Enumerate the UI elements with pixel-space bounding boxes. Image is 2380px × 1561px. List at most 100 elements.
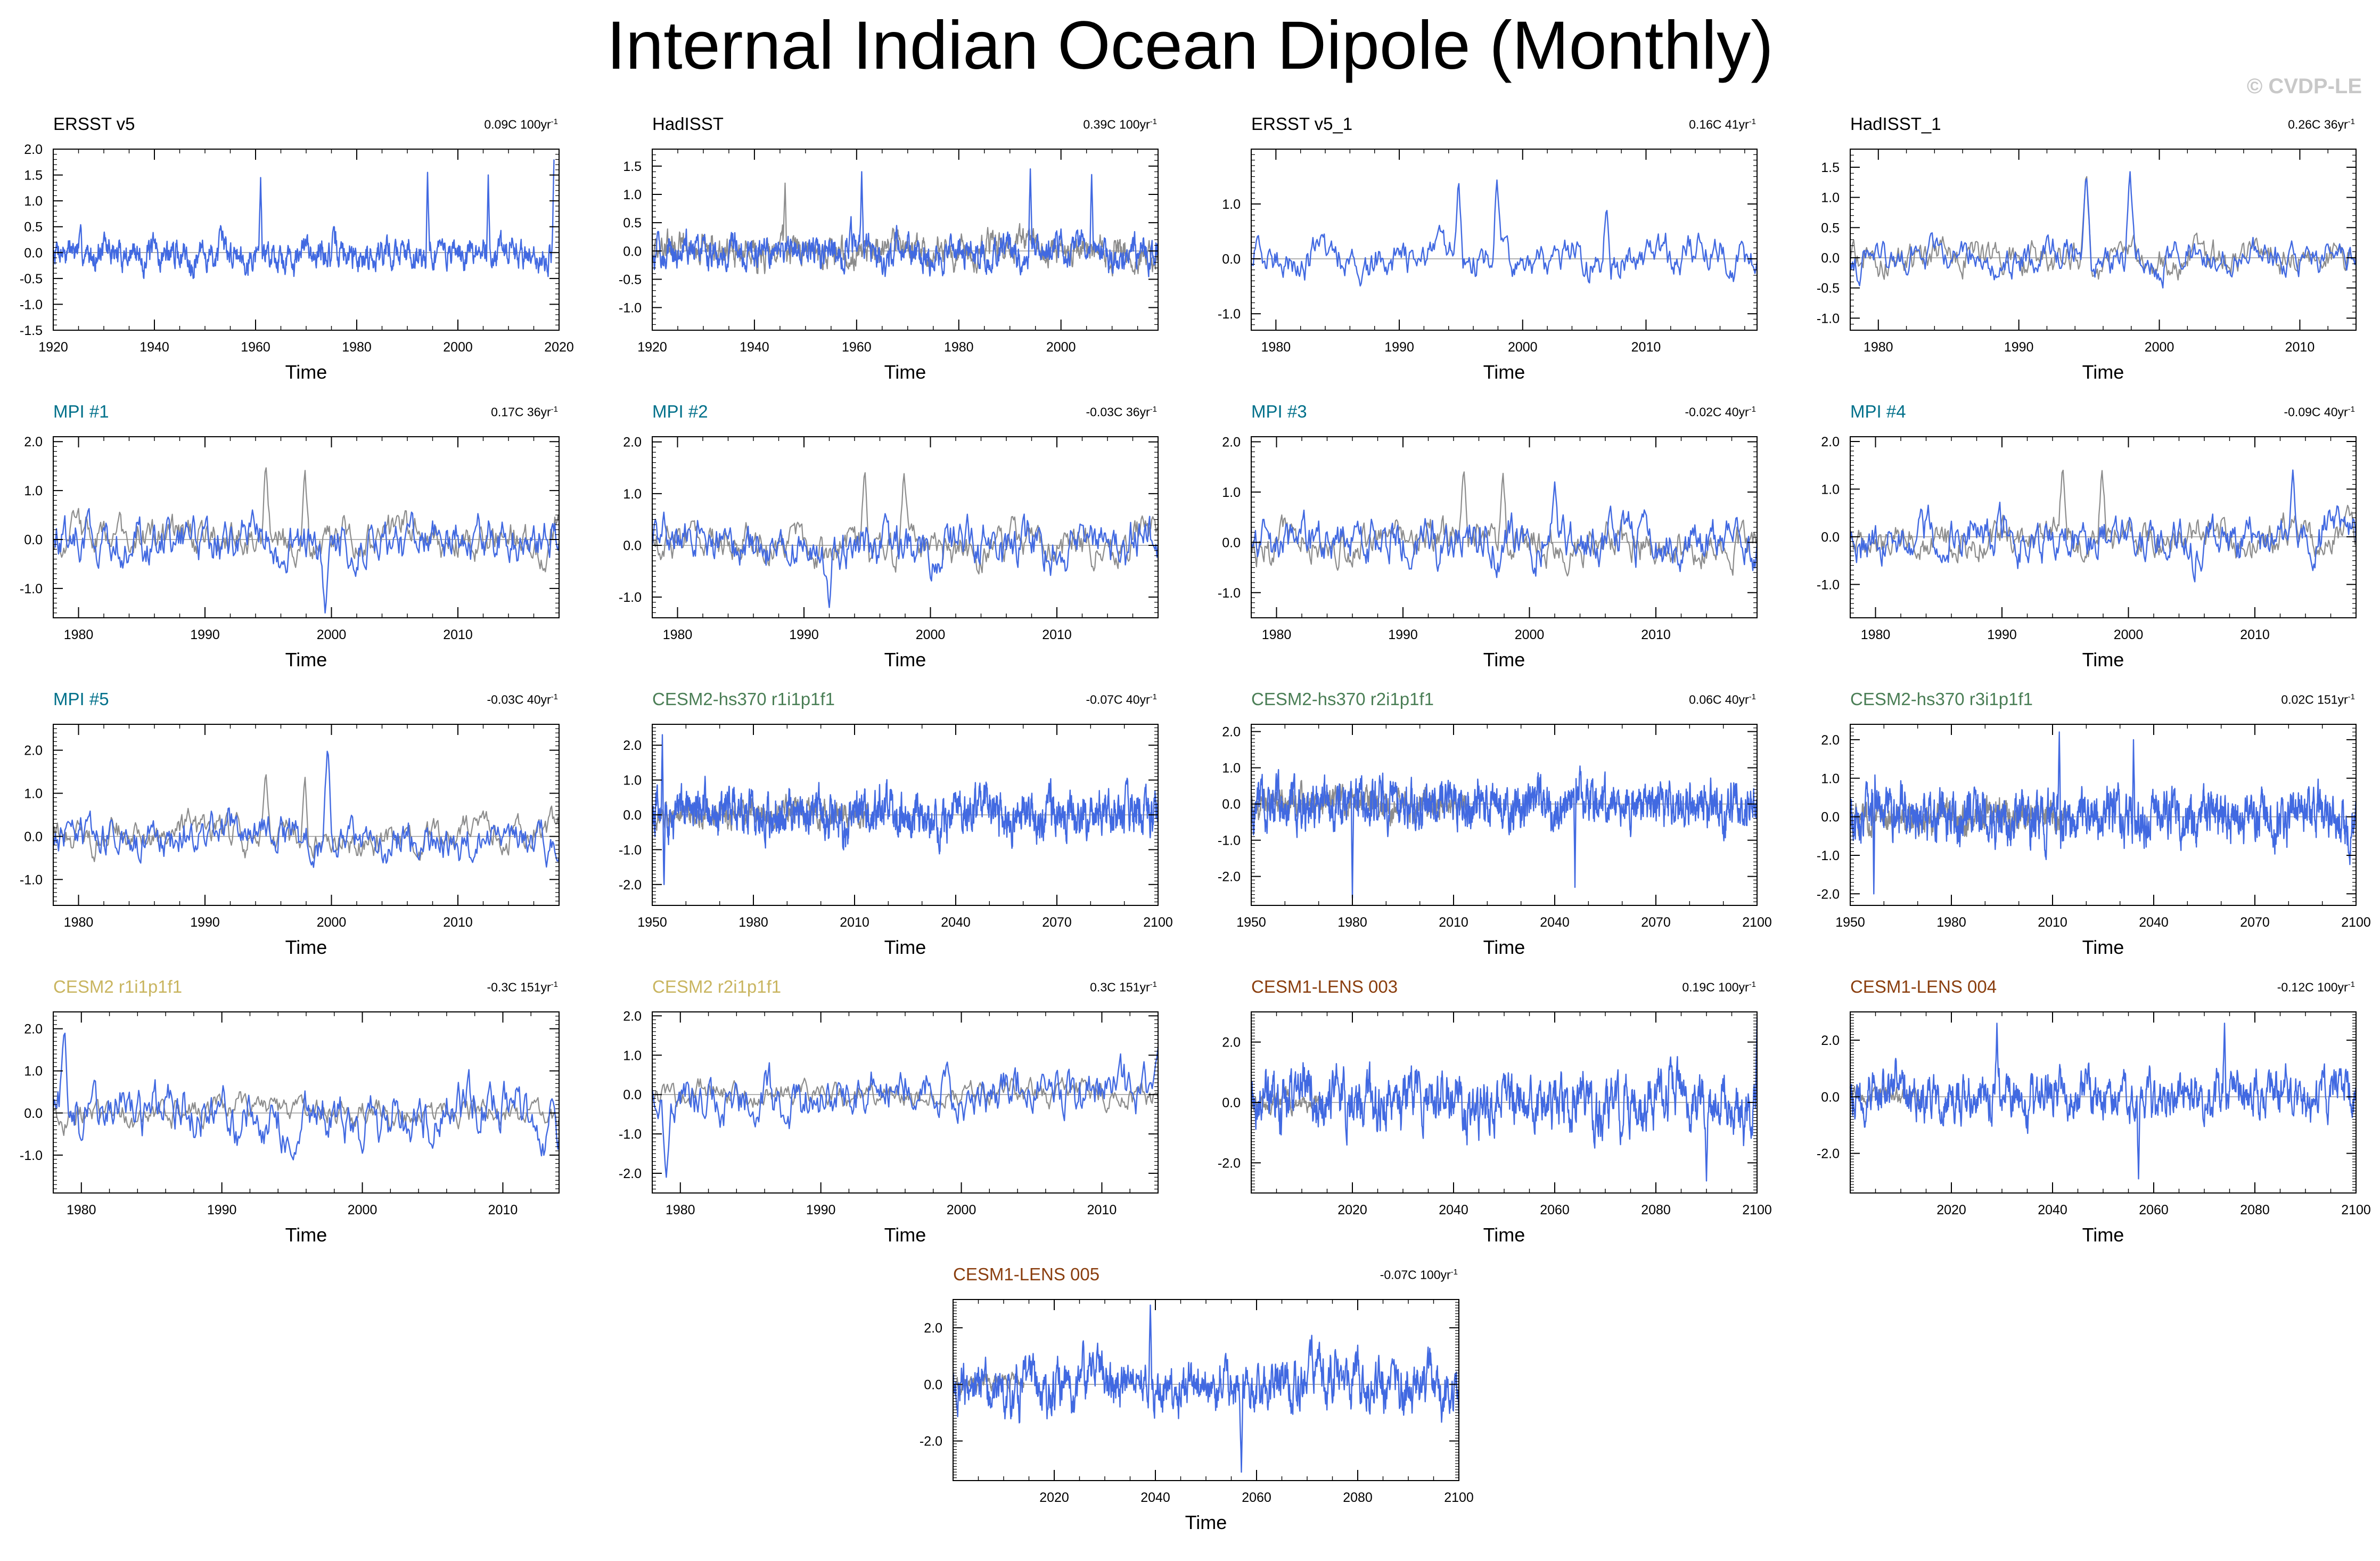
trend-label: -0.03C 36yr-1 [1086,405,1157,420]
trend-value: 0.09C 100yr [484,117,551,132]
y-tick-label: -0.5 [20,272,43,287]
x-tick-label: 2100 [2341,1203,2371,1217]
x-tick-label: 1980 [1861,627,1891,642]
x-tick-label: 1990 [207,1203,237,1217]
y-tick-label: 0.5 [1821,220,1840,235]
x-tick-label: 1950 [637,915,667,930]
trend-exponent: -1 [1749,692,1756,701]
x-tick-label: 2060 [2139,1203,2169,1217]
x-tick-label: 2040 [941,915,971,930]
panel-title: CESM1-LENS 004 [1850,977,1997,996]
member-series-line [52,1032,560,1160]
x-tick-label: 2010 [840,915,869,930]
trend-label: -0.02C 40yr-1 [1685,405,1756,420]
y-minor-ticks [1251,149,1757,331]
x-axis-label: Time [2082,936,2124,958]
member-series-line [52,159,555,279]
trend-exponent: -1 [551,117,558,126]
x-axis-label: Time [884,361,926,383]
member-series-line [1250,179,1758,287]
y-tick-label: 1.0 [1222,485,1241,500]
y-tick-label: 2.0 [1821,733,1840,748]
x-tick-label: 2000 [1515,627,1545,642]
member-series-line [1250,765,1758,899]
reference-series-line [1250,780,1468,827]
timeseries-panel: CESM2 r1i1p1f1 -0.3C 151yr-1 Time 1980 1990 2… [0,969,596,1257]
plot-area: 1980 1990 2000 2010 2.0 1.0 0.0 -1.0 [1218,435,1758,642]
y-tick-label: 0.0 [1222,1096,1241,1110]
trend-value: 0.02C 151yr [2281,692,2348,707]
y-tick-label: 2.0 [1222,725,1241,740]
x-tick-label: 2000 [443,340,473,355]
reference-series-line [52,774,560,862]
trend-exponent: -1 [1150,117,1157,126]
x-tick-label: 2070 [1641,915,1671,930]
timeseries-panel: HadISST_1 0.26C 36yr-1 Time 1980 1990 2000 201… [1797,107,2380,394]
plot-area: 2020 2040 2060 2080 2100 2.0 0.0 -2.0 [920,1299,1474,1505]
x-tick-label: 1990 [1384,340,1414,355]
reference-series-line [952,1371,1025,1395]
plot-frame [1850,724,2357,906]
x-tick-label: 2000 [1508,340,1538,355]
timeseries-panel: MPI #1 0.17C 36yr-1 Time 1980 1990 2000 2010 2.… [0,394,596,682]
y-tick-label: -1.0 [619,843,642,857]
x-minor-ticks [652,437,1159,618]
x-axis-label: Time [2082,649,2124,671]
y-tick-label: 0.0 [623,808,642,823]
y-tick-label: 1.0 [623,487,642,502]
x-tick-label: 1990 [190,627,220,642]
panel-title: HadISST [652,114,724,134]
plot-area: 1950 1980 2010 2040 2070 2100 2.0 1.0 0.0 -1.0 -2.… [619,724,1173,930]
timeseries-panel: CESM1-LENS 004 -0.12C 100yr-1 Time 2020 2040… [1797,969,2380,1257]
y-tick-label: 1.0 [623,187,642,202]
y-tick-label: 0.0 [1222,797,1241,812]
x-tick-label: 1980 [1262,627,1292,642]
plot-frame [652,436,1159,618]
y-tick-label: -2.0 [1218,870,1241,885]
plot-area: 1950 1980 2010 2040 2070 2100 2.0 1.0 0.0 -1.0 -2.… [1817,724,2371,930]
x-axis-label: Time [285,649,327,671]
panel-title: MPI #1 [53,402,109,421]
x-axis-label: Time [884,1224,926,1246]
y-tick-label: -1.5 [20,323,43,338]
trend-exponent: -1 [1450,1268,1458,1277]
x-tick-label: 2040 [2038,1203,2067,1217]
y-tick-label: -2.0 [619,878,642,893]
x-axis-label: Time [285,936,327,958]
plot-area: 1920 1940 1960 1980 2000 1.5 1.0 0.5 0.0 -0.5 -1.0 [619,149,1159,355]
x-tick-label: 1940 [139,340,169,355]
y-tick-label: 1.0 [1222,761,1241,776]
x-tick-label: 2040 [1439,1203,1468,1217]
plot-area: 2020 2040 2060 2080 2100 2.0 0.0 -2.0 [1218,1011,1772,1217]
x-tick-label: 1980 [666,1203,695,1217]
panel-title: MPI #5 [53,689,109,709]
x-tick-label: 1990 [789,627,819,642]
x-minor-ticks [1850,149,2357,330]
timeseries-panel: CESM2-hs370 r1i1p1f1 -0.07C 40yr-1 Time 195… [599,682,1195,969]
y-tick-label: 1.0 [24,194,43,209]
y-tick-label: 1.0 [623,773,642,788]
x-axis-label: Time [884,649,926,671]
member-series-line [1849,1023,2357,1180]
panel-title: HadISST_1 [1850,114,1941,134]
x-tick-label: 1980 [944,340,974,355]
y-tick-label: 2.0 [924,1321,942,1336]
member-series-line [1849,171,2357,289]
y-tick-label: -1.0 [1218,833,1241,848]
x-tick-label: 1940 [740,340,769,355]
trend-value: -0.3C 151yr [487,980,551,994]
x-minor-ticks [1251,437,1758,618]
plot-frame [1850,149,2357,331]
timeseries-panel: CESM2-hs370 r3i1p1f1 0.02C 151yr-1 Time 195… [1797,682,2380,969]
x-tick-label: 2000 [2114,627,2144,642]
x-minor-ticks [53,437,560,618]
member-series-line [53,508,560,614]
trend-value: -0.09C 40yr [2284,405,2348,419]
plot-area: 1980 1990 2000 2010 2.0 1.0 0.0 -1.0 -2.0 [619,1009,1159,1217]
panel-title: CESM2 r2i1p1f1 [652,977,782,996]
y-tick-label: -1.0 [20,582,43,596]
y-tick-label: 0.0 [1222,535,1241,550]
trend-label: 0.17C 36yr-1 [491,405,558,420]
x-tick-label: 2010 [488,1203,518,1217]
reference-series-line [1850,469,2357,563]
